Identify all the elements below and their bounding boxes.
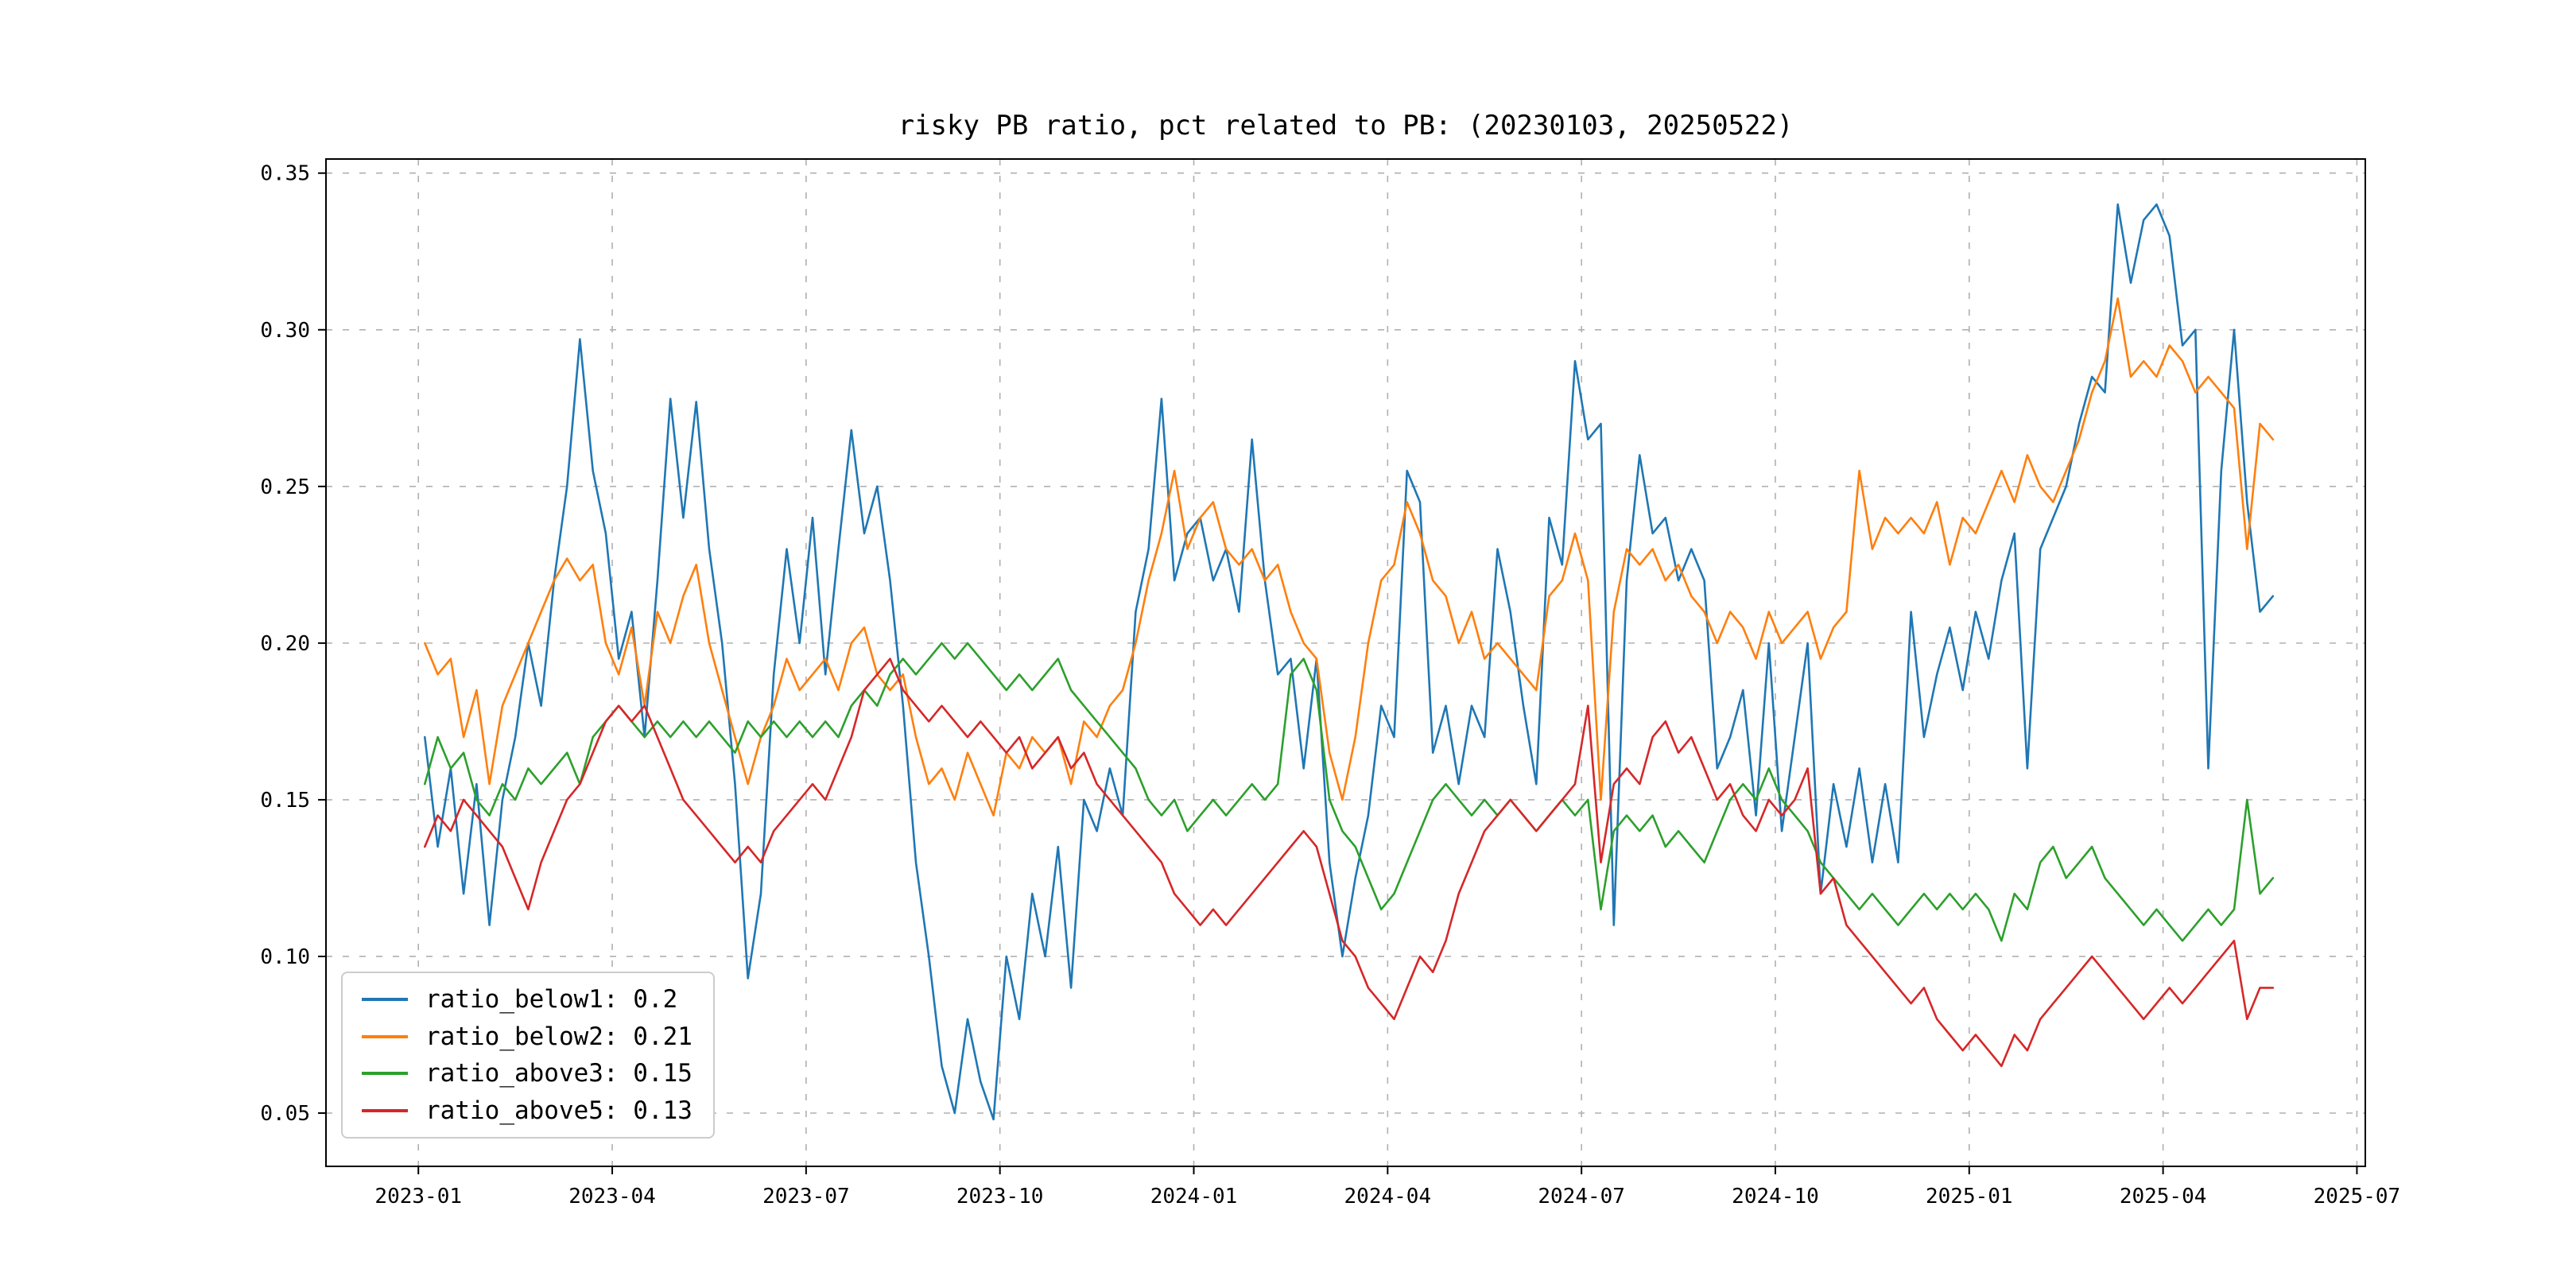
y-tick-label: 0.20 (260, 632, 310, 656)
legend-line-swatch (362, 998, 408, 1002)
y-tick-label: 0.10 (260, 945, 310, 969)
legend-line-swatch (362, 1108, 408, 1112)
legend-item-ratio-above3: ratio_above3: 0.15 (362, 1059, 694, 1088)
series-line-ratio_below1 (423, 203, 2275, 1121)
legend-item-ratio-below2: ratio_below2: 0.21 (362, 1022, 694, 1051)
legend-label: ratio_below1: 0.2 (425, 985, 678, 1014)
y-tick-label: 0.05 (260, 1102, 310, 1126)
legend-label: ratio_below2: 0.21 (425, 1022, 692, 1051)
legend-label: ratio_above5: 0.13 (425, 1096, 692, 1125)
series-line-ratio_above3 (423, 642, 2275, 942)
x-tick-label: 2024-01 (1150, 1185, 1238, 1208)
legend-item-ratio-below1: ratio_below1: 0.2 (362, 985, 694, 1014)
x-tick-label: 2023-01 (374, 1185, 462, 1208)
legend-item-ratio-above5: ratio_above5: 0.13 (362, 1096, 694, 1125)
legend-line-swatch (362, 1072, 408, 1076)
y-tick-label: 0.15 (260, 789, 310, 813)
x-tick-label: 2025-01 (1926, 1185, 2013, 1208)
chart-title: risky PB ratio, pct related to PB: (2023… (898, 110, 1794, 142)
x-tick-label: 2025-07 (2314, 1185, 2401, 1208)
x-tick-label: 2023-07 (762, 1185, 850, 1208)
x-tick-label: 2024-04 (1344, 1185, 1432, 1208)
legend-label: ratio_above3: 0.15 (425, 1059, 692, 1088)
x-tick-label: 2024-10 (1732, 1185, 1819, 1208)
x-tick-label: 2023-04 (568, 1185, 656, 1208)
y-tick-label: 0.35 (260, 162, 310, 186)
chart-legend: ratio_below1: 0.2 ratio_below2: 0.21 rat… (341, 972, 715, 1139)
x-tick-label: 2024-07 (1538, 1185, 1625, 1208)
legend-line-swatch (362, 1034, 408, 1038)
y-tick-label: 0.25 (260, 475, 310, 499)
series-line-ratio_below2 (423, 297, 2275, 817)
x-tick-label: 2025-04 (2120, 1185, 2207, 1208)
x-tick-label: 2023-10 (956, 1185, 1044, 1208)
y-tick-label: 0.30 (260, 319, 310, 343)
axes-spines (325, 158, 2366, 1167)
series-line-ratio_above5 (423, 658, 2275, 1068)
